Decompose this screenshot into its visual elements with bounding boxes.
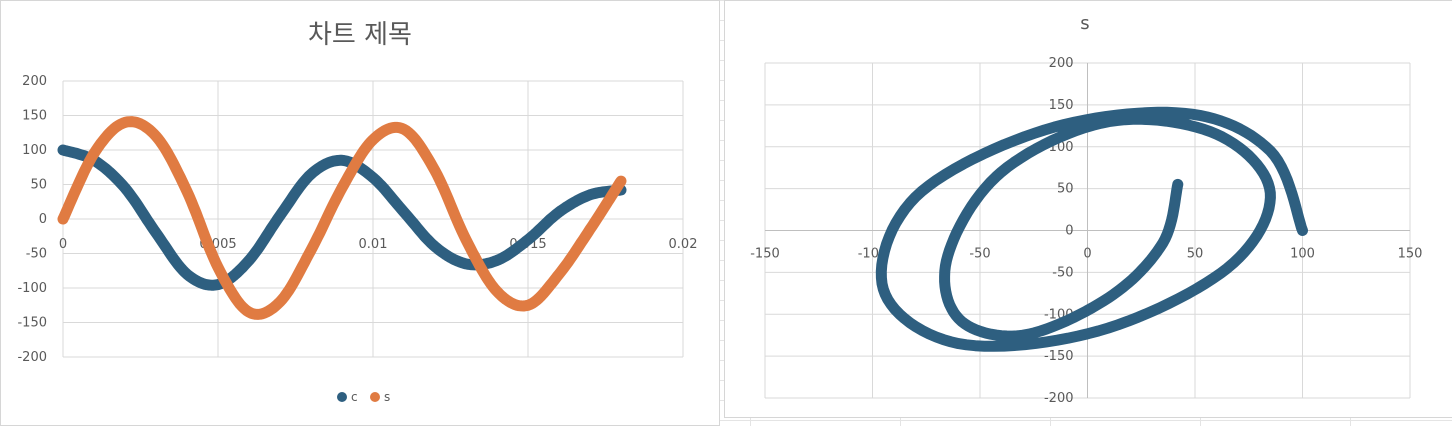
chart-1-series — [57, 116, 627, 320]
chart-1-y-tick-label: -150 — [17, 316, 47, 331]
chart-2-series — [875, 106, 1308, 352]
chart-1[interactable]: 차트 제목 200 150 100 50 0 -50 -100 -150 -200 0 0.005… — [0, 0, 720, 426]
chart-1-series-line-c — [57, 144, 627, 291]
chart-1-y-tick-label: 0 — [39, 212, 47, 227]
legend-label-s: s — [384, 390, 390, 404]
chart-2-x-tick-label: 150 — [1398, 247, 1423, 262]
chart-1-gridlines — [62, 80, 684, 358]
chart-1-x-tick-label: 0 — [59, 237, 67, 252]
chart-2-x-tick-labels: -150 -100 -50 0 50 100 150 — [750, 247, 1422, 262]
legend-marker-s — [370, 392, 380, 402]
chart-1-series-line-s — [57, 116, 627, 320]
chart-1-y-tick-label: 100 — [22, 143, 47, 158]
chart-1-legend[interactable]: c s — [337, 390, 390, 404]
chart-2-x-tick-label: 0 — [1083, 247, 1091, 262]
chart-1-y-tick-labels: 200 150 100 50 0 -50 -100 -150 -200 — [17, 74, 47, 365]
chart-2-y-tick-label: -200 — [1044, 391, 1074, 406]
chart-2-y-tick-label: -50 — [1052, 265, 1073, 280]
chart-1-x-tick-label: 0.02 — [669, 237, 698, 252]
chart-2-title: s — [1080, 13, 1089, 34]
chart-2-x-tick-label: -50 — [969, 247, 990, 262]
chart-2-y-tick-label: 0 — [1065, 224, 1073, 239]
chart-1-x-tick-label: 0.01 — [359, 237, 388, 252]
legend-marker-c — [337, 392, 347, 402]
legend-label-c: c — [351, 390, 358, 404]
chart-2-y-tick-label: 50 — [1057, 182, 1074, 197]
chart-2-x-tick-label: -150 — [750, 247, 780, 262]
chart-1-y-tick-label: 150 — [22, 109, 47, 124]
chart-2-x-tick-label: 50 — [1187, 247, 1204, 262]
chart-2-y-tick-label: 200 — [1049, 56, 1074, 71]
chart-1-y-tick-label: -50 — [26, 247, 47, 262]
chart-1-title: 차트 제목 — [308, 20, 412, 50]
chart-2-gridlines — [764, 62, 1411, 399]
chart-2-series-line-s — [875, 106, 1308, 352]
chart-2-y-tick-label: 150 — [1049, 98, 1074, 113]
chart-1-y-tick-label: -100 — [17, 281, 47, 296]
chart-1-y-tick-label: 50 — [30, 178, 47, 193]
chart-1-y-tick-label: -200 — [17, 350, 47, 365]
chart-1-y-tick-label: 200 — [22, 74, 47, 89]
chart-2[interactable]: s 200 150 100 50 0 -50 -100 -150 -200 -150 -100 -5… — [724, 0, 1452, 418]
chart-2-y-tick-label: -150 — [1044, 349, 1074, 364]
chart-2-x-tick-label: 100 — [1290, 247, 1315, 262]
